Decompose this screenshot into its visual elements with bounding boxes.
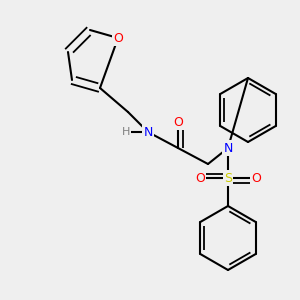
Text: O: O bbox=[251, 172, 261, 184]
Text: S: S bbox=[224, 172, 232, 184]
Text: O: O bbox=[113, 32, 123, 44]
Text: N: N bbox=[143, 125, 153, 139]
Text: H: H bbox=[122, 127, 130, 137]
Text: N: N bbox=[223, 142, 233, 154]
Text: O: O bbox=[195, 172, 205, 184]
Text: O: O bbox=[173, 116, 183, 128]
